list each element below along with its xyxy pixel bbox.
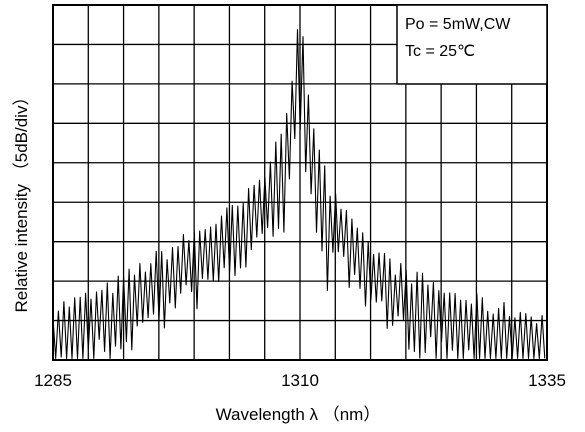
plot-frame [52, 4, 548, 361]
x-tick-label: 1335 [528, 371, 566, 390]
annotation-line-power: Po = 5mW,CW [405, 16, 511, 33]
x-tick-labels: 1285 1310 1335 [34, 371, 566, 390]
annotation-line-temperature: Tc = 25℃ [405, 43, 475, 60]
annotation-box: Po = 5mW,CW Tc = 25℃ [396, 4, 548, 85]
annotation-box-frame [396, 4, 548, 85]
series-line-spectrum [52, 29, 546, 359]
x-tick-label: 1310 [281, 371, 319, 390]
x-axis-label: Wavelength λ （nm） [216, 405, 381, 424]
y-axis-label: Relative intensity （5dB/div） [12, 89, 31, 313]
x-tick-label: 1285 [34, 371, 72, 390]
